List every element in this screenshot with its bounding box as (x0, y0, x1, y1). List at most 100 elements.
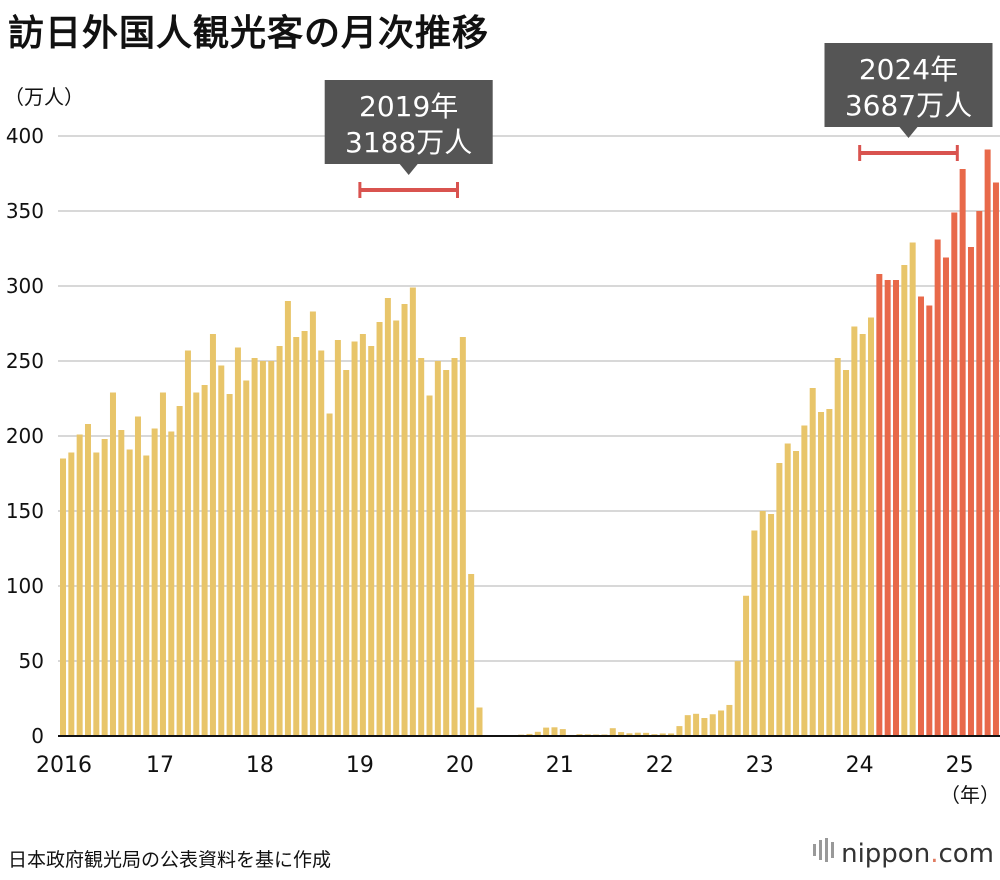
bar (967, 247, 974, 736)
bar (218, 365, 225, 736)
bar (384, 298, 391, 736)
bar (126, 449, 133, 736)
x-tick-label: 23 (746, 753, 774, 778)
x-tick-label: 20 (446, 753, 474, 778)
y-tick-label: 250 (6, 349, 44, 373)
bar (917, 296, 924, 736)
bar (209, 334, 216, 736)
bar (818, 412, 825, 736)
bar (268, 361, 275, 736)
bar (451, 358, 458, 736)
bar (668, 733, 675, 736)
x-tick-label: 19 (346, 753, 374, 778)
bar (618, 732, 625, 736)
y-tick-label: 350 (6, 199, 44, 223)
bar (526, 733, 533, 736)
x-tick-label: 21 (546, 753, 574, 778)
logo-bars-icon (813, 838, 835, 869)
y-axis-label: （万人） (4, 85, 84, 109)
bar (243, 380, 250, 736)
x-tick-label: 2016 (36, 753, 92, 778)
callout-pointer (399, 164, 418, 175)
bar (793, 451, 800, 736)
x-tick-label: 25 (946, 753, 974, 778)
logo-name: nippon (841, 838, 931, 869)
x-tick-label: 17 (146, 753, 174, 778)
bar (334, 340, 341, 736)
bar (68, 452, 75, 736)
bar (193, 392, 200, 736)
bar (909, 242, 916, 736)
bar (859, 334, 866, 736)
bar (942, 257, 949, 736)
y-tick-label: 300 (6, 274, 44, 298)
bar (776, 463, 783, 736)
bar (226, 394, 233, 736)
chart-title: 訪日外国人観光客の月次推移 (8, 13, 490, 54)
bar (359, 334, 366, 736)
bar (109, 392, 116, 736)
bar (118, 430, 125, 736)
bar (926, 305, 933, 736)
bar (434, 361, 441, 736)
bar (893, 280, 899, 736)
y-tick-label: 200 (6, 424, 44, 448)
bar (834, 358, 841, 736)
bar (884, 280, 891, 736)
bar (101, 439, 108, 736)
bar (684, 715, 691, 736)
callout-total: 3687万人 (845, 89, 972, 122)
y-tick-label: 50 (19, 649, 44, 673)
bar (851, 326, 858, 736)
bar (801, 425, 808, 736)
bar (443, 370, 450, 736)
bar (326, 413, 333, 736)
y-tick-label: 0 (31, 724, 44, 748)
bar (309, 311, 316, 736)
bar (393, 320, 400, 736)
bar (401, 304, 408, 736)
bar (259, 361, 266, 736)
bar (301, 331, 308, 736)
bar (409, 287, 416, 736)
bar (351, 341, 358, 736)
bar (176, 406, 183, 736)
bar (151, 428, 158, 736)
bar (84, 424, 91, 736)
bar (992, 182, 999, 736)
bar (843, 370, 850, 736)
bar (318, 350, 325, 736)
x-tick-label: 18 (246, 753, 274, 778)
bar (693, 713, 700, 736)
bar (901, 265, 908, 736)
bar (734, 661, 741, 736)
x-tick-label: 22 (646, 753, 674, 778)
bar (459, 337, 466, 736)
callout-pointer (899, 127, 918, 138)
x-axis-label: （年） (940, 783, 1000, 807)
bar (293, 337, 300, 736)
bar-chart: 0 50 100 150 200 250 300 350 400 （万人） 2016 17 18 19 20… (4, 43, 1000, 807)
bar (76, 434, 83, 736)
bar (284, 301, 291, 736)
logo-dot: . (930, 838, 939, 869)
bar (809, 388, 816, 736)
bar (676, 726, 683, 736)
callout-year: 2019年 (359, 90, 458, 123)
bar (93, 452, 100, 736)
y-tick-label: 100 (6, 574, 44, 598)
bar (609, 728, 616, 736)
bar (743, 595, 750, 736)
bar (626, 733, 633, 736)
callout-year: 2024年 (859, 53, 958, 86)
bar (876, 274, 883, 736)
bar (60, 458, 66, 736)
bar (634, 732, 641, 736)
callout-box (824, 43, 993, 127)
bar (718, 710, 725, 736)
bar (959, 169, 966, 736)
bar (868, 317, 875, 736)
y-tick-label: 150 (6, 499, 44, 523)
bar (768, 514, 775, 736)
bar (784, 443, 791, 736)
